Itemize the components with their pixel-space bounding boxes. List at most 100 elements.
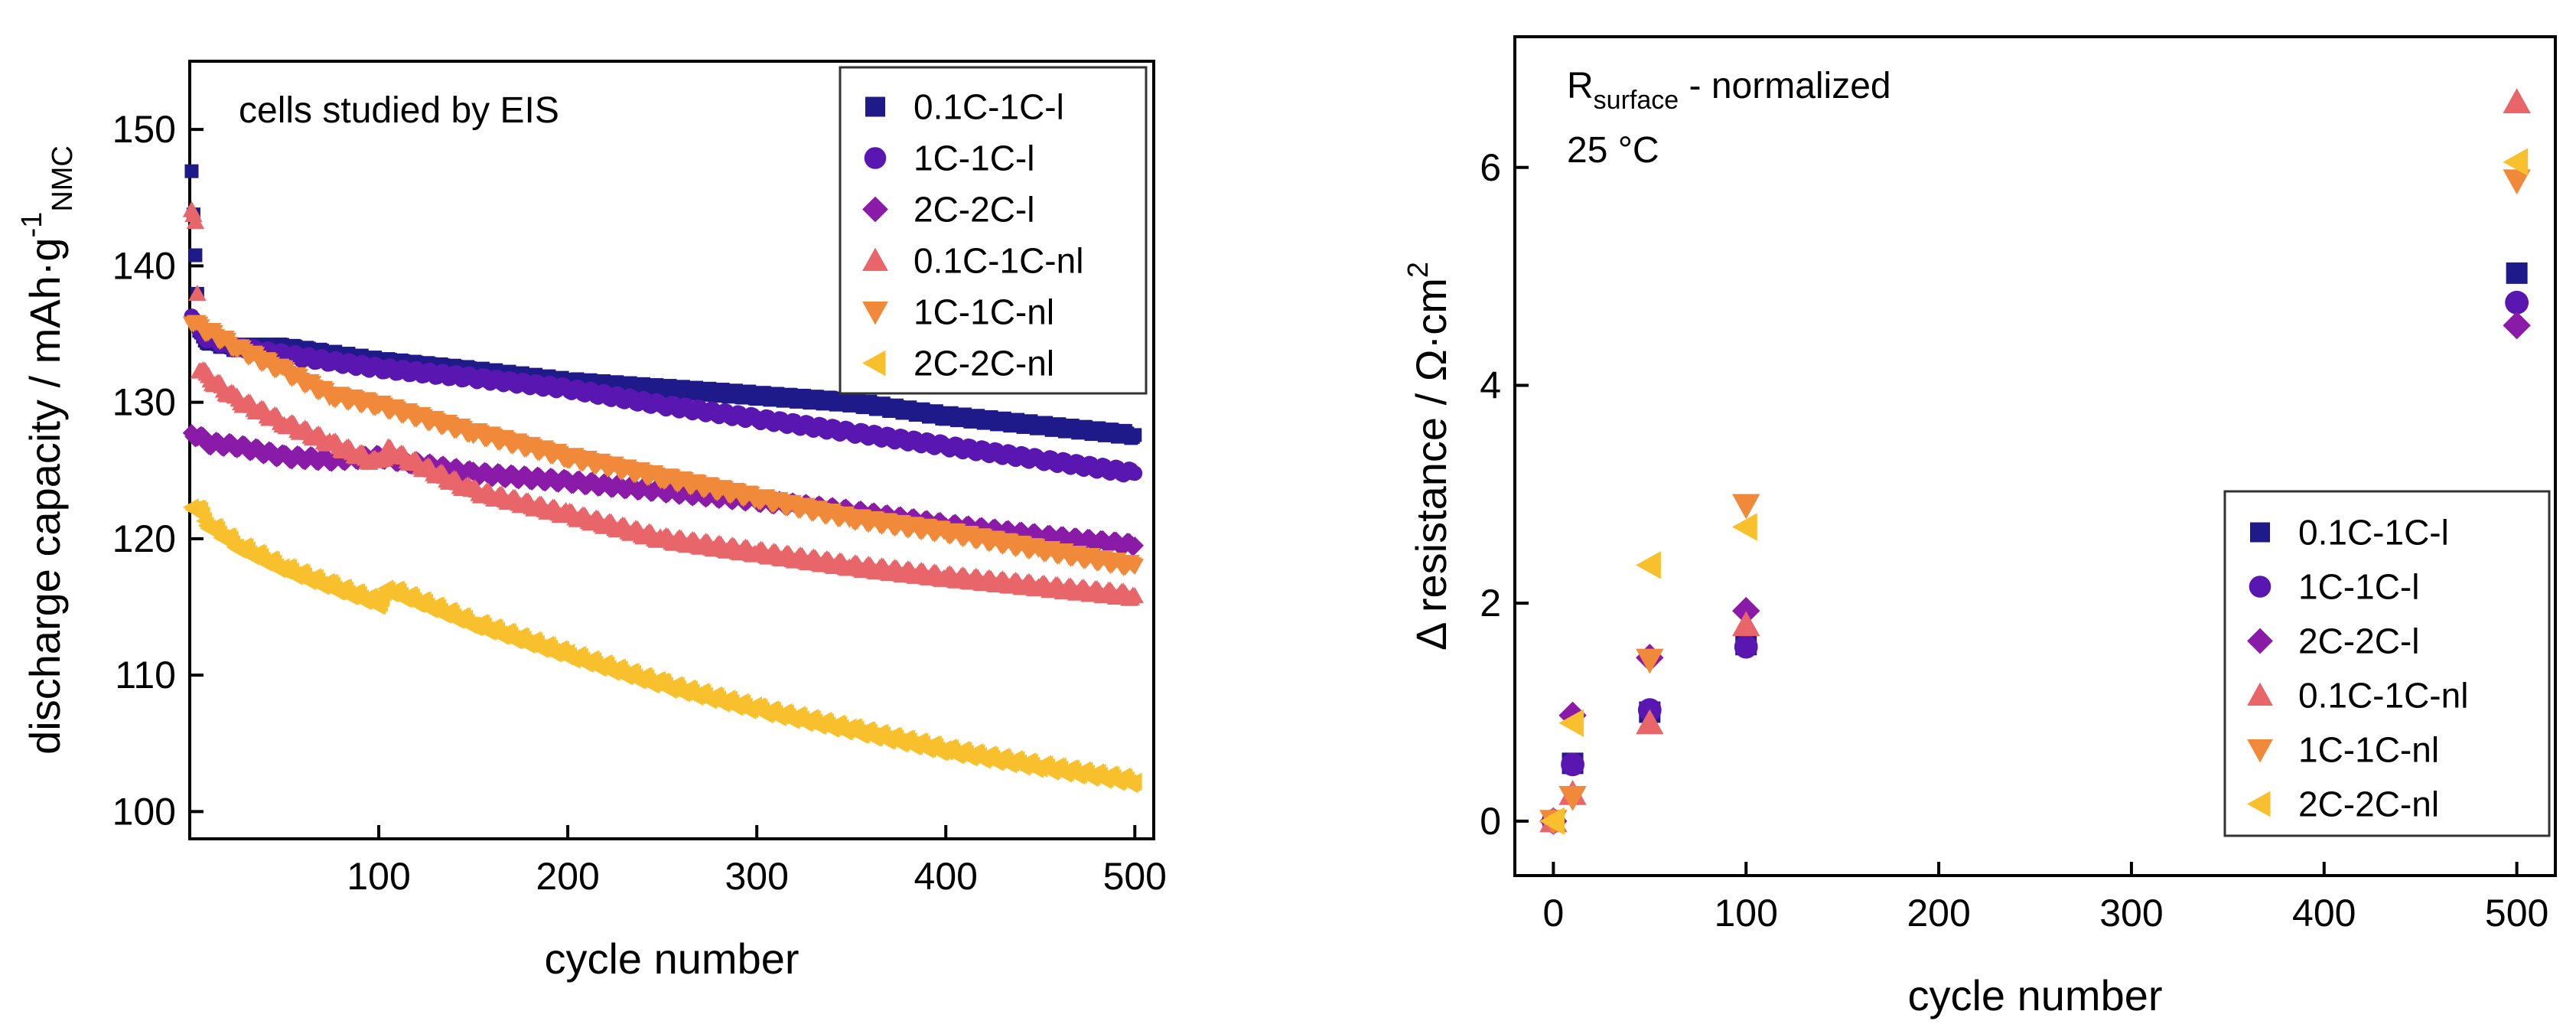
series-2C-2C-nl bbox=[1539, 148, 2529, 836]
legend-marker bbox=[862, 301, 888, 325]
legend-label: 1C-1C-nl bbox=[913, 292, 1054, 332]
chart-resistance: 0 100 200 300 400 500 0 2 4 6 Rsurface - normali… bbox=[1402, 35, 2557, 1019]
data-point bbox=[1127, 465, 1143, 481]
data-point bbox=[1128, 428, 1142, 442]
data-point bbox=[2506, 262, 2528, 284]
legend-item: 2C-2C-l bbox=[862, 190, 1034, 230]
y-ticks: 100 110 120 130 140 150 bbox=[112, 108, 204, 833]
data-point bbox=[2505, 290, 2529, 315]
y-axis-label: Δ resistance / Ω·cm2 bbox=[1402, 262, 1455, 651]
legend-marker bbox=[862, 247, 888, 272]
x-tick-label: 400 bbox=[914, 855, 978, 898]
y-axis-label: discharge capacity / mAh·g-1NMC bbox=[16, 145, 79, 755]
data-point bbox=[1125, 587, 1144, 604]
data-point bbox=[1732, 596, 1760, 625]
legend-marker bbox=[2250, 522, 2270, 543]
legend-label: 2C-2C-l bbox=[913, 190, 1034, 230]
data-point bbox=[2503, 311, 2531, 340]
legend-item: 1C-1C-l bbox=[864, 139, 1034, 178]
legend-label: 2C-2C-nl bbox=[913, 344, 1054, 383]
x-ticks: 0 100 200 300 400 500 bbox=[1542, 862, 2548, 935]
x-ticks: 100 200 300 400 500 bbox=[347, 825, 1167, 898]
data-point bbox=[2503, 169, 2531, 195]
y-tick-label: 2 bbox=[1480, 582, 1501, 625]
data-point bbox=[1636, 648, 1664, 674]
y-tick-label: 6 bbox=[1480, 146, 1501, 189]
legend-item: 0.1C-1C-nl bbox=[862, 241, 1083, 281]
data-point bbox=[1125, 559, 1144, 576]
plot-frame bbox=[188, 60, 1155, 840]
legend-item: 0.1C-1C-l bbox=[2250, 513, 2449, 553]
data-point bbox=[1561, 752, 1584, 777]
legend-marker bbox=[2247, 628, 2273, 654]
data-point bbox=[1125, 772, 1142, 791]
chart-annotation: cells studied by EIS bbox=[239, 90, 559, 131]
x-tick-label: 0 bbox=[1542, 892, 1564, 935]
y-tick-label: 140 bbox=[112, 244, 176, 287]
data-marks bbox=[182, 164, 1144, 794]
legend-label: 1C-1C-l bbox=[2298, 567, 2419, 607]
legend-label: 0.1C-1C-l bbox=[2298, 513, 2449, 553]
y-axis-label-main: discharge capacity / mAh·g bbox=[21, 237, 69, 754]
y-axis-label-main: Δ resistance / Ω·cm bbox=[1407, 278, 1455, 651]
data-point bbox=[2503, 88, 2531, 113]
legend-item: 1C-1C-nl bbox=[2247, 730, 2439, 770]
x-tick-label: 100 bbox=[1715, 892, 1778, 935]
x-tick-label: 300 bbox=[725, 855, 788, 898]
legend-item: 0.1C-1C-nl bbox=[2247, 676, 2468, 716]
chart-capacity: 100 200 300 400 500 100 110 120 130 140 150 cells… bbox=[16, 60, 1167, 983]
y-tick-label: 4 bbox=[1480, 364, 1501, 406]
data-point bbox=[1734, 634, 1758, 659]
legend-item: 1C-1C-l bbox=[2249, 567, 2419, 607]
y-tick-label: 120 bbox=[112, 517, 176, 560]
legend-label: 1C-1C-l bbox=[913, 139, 1034, 178]
legend-item: 2C-2C-nl bbox=[862, 344, 1054, 383]
y-tick-label: 150 bbox=[112, 108, 176, 151]
legend-marker bbox=[2247, 739, 2273, 763]
data-point bbox=[186, 213, 205, 230]
legend: 0.1C-1C-l 1C-1C-l 2C-2C-l 0.1C-1C-nl 1C-1C-n… bbox=[839, 66, 1148, 395]
series-1C-1C-nl bbox=[182, 315, 1144, 577]
series-0.1C-1C-nl bbox=[182, 201, 1144, 606]
annotation-sub: surface bbox=[1594, 86, 1679, 115]
y-axis-label-sup: 2 bbox=[1402, 262, 1435, 278]
x-axis-label: cycle number bbox=[544, 935, 799, 983]
data-point bbox=[2503, 148, 2529, 176]
data-point bbox=[1732, 494, 1760, 520]
x-tick-label: 300 bbox=[2099, 892, 2163, 935]
legend-marker bbox=[2247, 682, 2273, 706]
data-point bbox=[1732, 611, 1760, 637]
legend-label: 0.1C-1C-nl bbox=[2298, 676, 2468, 716]
data-point bbox=[1539, 807, 1565, 836]
data-point bbox=[184, 164, 199, 178]
data-point bbox=[188, 284, 207, 301]
y-tick-label: 100 bbox=[112, 790, 176, 833]
legend-label: 0.1C-1C-nl bbox=[913, 241, 1083, 281]
series-1C-1C-l bbox=[184, 308, 1143, 483]
plot-frame bbox=[1513, 35, 2557, 877]
legend-item: 2C-2C-l bbox=[2247, 621, 2419, 661]
data-point bbox=[1558, 785, 1587, 811]
chart-annotation-temp: 25 °C bbox=[1567, 130, 1659, 171]
y-tick-label: 130 bbox=[112, 381, 176, 424]
legend-item: 0.1C-1C-l bbox=[865, 87, 1064, 127]
x-tick-label: 500 bbox=[2485, 892, 2548, 935]
legend-label: 1C-1C-nl bbox=[2298, 730, 2439, 770]
x-tick-label: 500 bbox=[1103, 855, 1167, 898]
y-axis-label-sub: NMC bbox=[47, 145, 79, 212]
legend-box bbox=[839, 66, 1148, 395]
legend-label: 0.1C-1C-l bbox=[913, 87, 1064, 127]
legend-marker bbox=[865, 96, 885, 117]
data-point bbox=[1125, 537, 1144, 555]
legend-label: 2C-2C-nl bbox=[2298, 784, 2439, 824]
x-tick-label: 400 bbox=[2292, 892, 2356, 935]
y-ticks: 0 2 4 6 bbox=[1480, 146, 1529, 843]
x-tick-label: 100 bbox=[347, 855, 410, 898]
data-marks bbox=[1539, 88, 2531, 836]
data-point bbox=[1732, 513, 1757, 541]
legend-item: 1C-1C-nl bbox=[862, 292, 1054, 332]
x-tick-label: 200 bbox=[536, 855, 599, 898]
legend-marker bbox=[2249, 576, 2272, 598]
data-point bbox=[1636, 551, 1661, 579]
